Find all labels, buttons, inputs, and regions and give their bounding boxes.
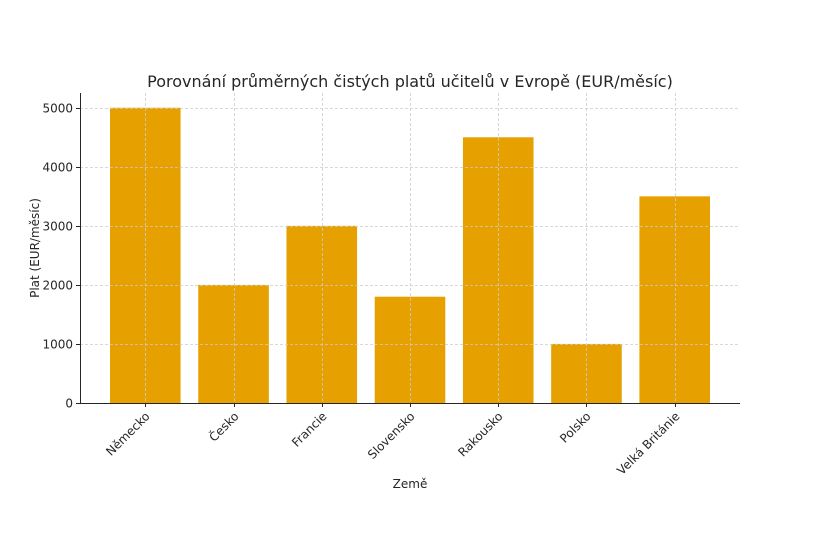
- x-axis-label: Země: [393, 477, 428, 491]
- y-axis-label: Plat (EUR/měsíc): [28, 198, 42, 298]
- y-tick-label: 5000: [42, 102, 73, 116]
- grid-overlay: [80, 93, 740, 403]
- x-tick-label: Polsko: [557, 409, 593, 445]
- bar-3: [374, 296, 446, 403]
- bar-2: [286, 225, 358, 403]
- y-ticks: 0 1000 2000 3000 4000 5000: [42, 102, 80, 411]
- y-tick-label: 2000: [42, 279, 73, 293]
- bar-1: [198, 284, 269, 403]
- y-tick-label: 3000: [42, 220, 73, 234]
- x-tick-label: Velká Británie: [614, 409, 682, 477]
- bars: [110, 107, 710, 404]
- x-tick-label: Německo: [103, 409, 152, 458]
- x-ticks: Německo Česko Francie Slovensko Rakousko Pols…: [103, 403, 683, 478]
- bar-6: [639, 196, 710, 403]
- y-tick-label: 0: [65, 397, 73, 411]
- x-tick-label: Česko: [206, 409, 242, 445]
- x-tick-label: Francie: [289, 409, 329, 449]
- chart-title: Porovnání průměrných čistých platů učite…: [147, 72, 673, 91]
- x-tick-label: Slovensko: [365, 409, 418, 462]
- y-tick-label: 4000: [42, 161, 73, 175]
- x-tick-label: Rakousko: [455, 409, 505, 459]
- y-tick-label: 1000: [42, 338, 73, 352]
